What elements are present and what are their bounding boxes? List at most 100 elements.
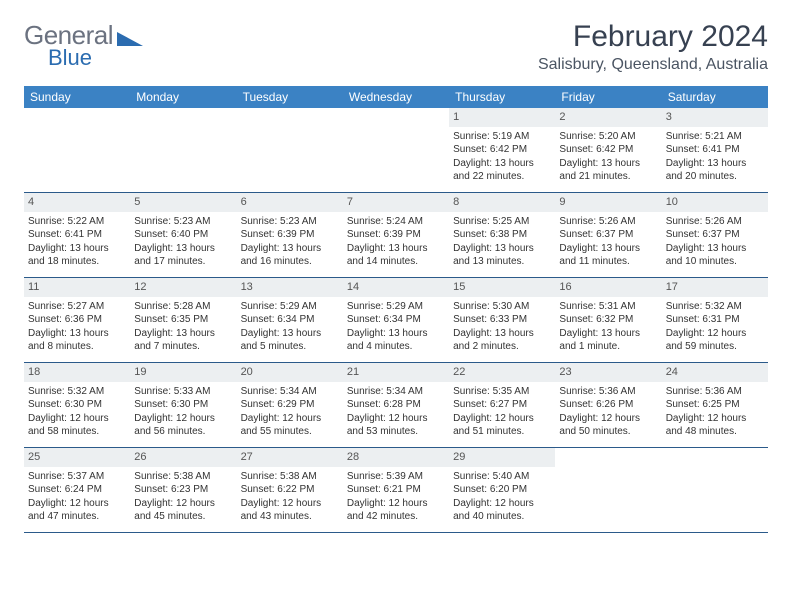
day-number: 22 xyxy=(449,363,555,382)
day-cell: . xyxy=(130,108,236,192)
day-daylight: Daylight: 12 hours and 53 minutes. xyxy=(347,412,445,439)
day-daylight: Daylight: 12 hours and 45 minutes. xyxy=(134,497,232,524)
day-number: 17 xyxy=(662,278,768,297)
month-title: February 2024 xyxy=(538,20,768,54)
day-cell: 1Sunrise: 5:19 AMSunset: 6:42 PMDaylight… xyxy=(449,108,555,192)
day-sunrise: Sunrise: 5:38 AM xyxy=(134,470,232,484)
day-sunrise: Sunrise: 5:28 AM xyxy=(134,300,232,314)
day-daylight: Daylight: 12 hours and 48 minutes. xyxy=(666,412,764,439)
day-sunrise: Sunrise: 5:27 AM xyxy=(28,300,126,314)
day-cell: 9Sunrise: 5:26 AMSunset: 6:37 PMDaylight… xyxy=(555,193,661,277)
day-cell: 15Sunrise: 5:30 AMSunset: 6:33 PMDayligh… xyxy=(449,278,555,362)
day-sunrise: Sunrise: 5:19 AM xyxy=(453,130,551,144)
day-daylight: Daylight: 12 hours and 51 minutes. xyxy=(453,412,551,439)
day-sunset: Sunset: 6:27 PM xyxy=(453,398,551,412)
day-cell: 27Sunrise: 5:38 AMSunset: 6:22 PMDayligh… xyxy=(237,448,343,532)
day-cell: 20Sunrise: 5:34 AMSunset: 6:29 PMDayligh… xyxy=(237,363,343,447)
day-sunrise: Sunrise: 5:32 AM xyxy=(28,385,126,399)
day-number: 14 xyxy=(343,278,449,297)
day-daylight: Daylight: 13 hours and 17 minutes. xyxy=(134,242,232,269)
day-sunrise: Sunrise: 5:38 AM xyxy=(241,470,339,484)
day-number: 23 xyxy=(555,363,661,382)
day-number: 10 xyxy=(662,193,768,212)
day-daylight: Daylight: 13 hours and 14 minutes. xyxy=(347,242,445,269)
day-cell: 6Sunrise: 5:23 AMSunset: 6:39 PMDaylight… xyxy=(237,193,343,277)
day-daylight: Daylight: 12 hours and 56 minutes. xyxy=(134,412,232,439)
day-sunrise: Sunrise: 5:26 AM xyxy=(666,215,764,229)
day-number: 29 xyxy=(449,448,555,467)
day-cell: 26Sunrise: 5:38 AMSunset: 6:23 PMDayligh… xyxy=(130,448,236,532)
day-daylight: Daylight: 12 hours and 55 minutes. xyxy=(241,412,339,439)
dow-friday: Friday xyxy=(555,86,661,108)
day-daylight: Daylight: 13 hours and 4 minutes. xyxy=(347,327,445,354)
day-sunset: Sunset: 6:31 PM xyxy=(666,313,764,327)
day-cell: 12Sunrise: 5:28 AMSunset: 6:35 PMDayligh… xyxy=(130,278,236,362)
day-sunset: Sunset: 6:37 PM xyxy=(666,228,764,242)
day-daylight: Daylight: 13 hours and 16 minutes. xyxy=(241,242,339,269)
day-number: 24 xyxy=(662,363,768,382)
day-sunrise: Sunrise: 5:32 AM xyxy=(666,300,764,314)
day-number: 1 xyxy=(449,108,555,127)
day-daylight: Daylight: 12 hours and 47 minutes. xyxy=(28,497,126,524)
day-sunset: Sunset: 6:26 PM xyxy=(559,398,657,412)
day-sunset: Sunset: 6:36 PM xyxy=(28,313,126,327)
day-cell: 23Sunrise: 5:36 AMSunset: 6:26 PMDayligh… xyxy=(555,363,661,447)
day-sunset: Sunset: 6:34 PM xyxy=(241,313,339,327)
day-cell: 3Sunrise: 5:21 AMSunset: 6:41 PMDaylight… xyxy=(662,108,768,192)
day-sunrise: Sunrise: 5:29 AM xyxy=(347,300,445,314)
dow-tuesday: Tuesday xyxy=(237,86,343,108)
day-cell: 11Sunrise: 5:27 AMSunset: 6:36 PMDayligh… xyxy=(24,278,130,362)
day-sunrise: Sunrise: 5:20 AM xyxy=(559,130,657,144)
day-sunset: Sunset: 6:30 PM xyxy=(28,398,126,412)
day-cell: . xyxy=(662,448,768,532)
day-daylight: Daylight: 13 hours and 22 minutes. xyxy=(453,157,551,184)
logo: General Blue xyxy=(24,20,143,71)
day-daylight: Daylight: 12 hours and 42 minutes. xyxy=(347,497,445,524)
dow-sunday: Sunday xyxy=(24,86,130,108)
day-cell: . xyxy=(343,108,449,192)
day-daylight: Daylight: 13 hours and 7 minutes. xyxy=(134,327,232,354)
day-daylight: Daylight: 13 hours and 5 minutes. xyxy=(241,327,339,354)
day-sunset: Sunset: 6:20 PM xyxy=(453,483,551,497)
day-cell: 22Sunrise: 5:35 AMSunset: 6:27 PMDayligh… xyxy=(449,363,555,447)
day-number: 2 xyxy=(555,108,661,127)
day-sunset: Sunset: 6:39 PM xyxy=(241,228,339,242)
day-sunset: Sunset: 6:42 PM xyxy=(559,143,657,157)
day-daylight: Daylight: 12 hours and 40 minutes. xyxy=(453,497,551,524)
day-number: 9 xyxy=(555,193,661,212)
day-sunrise: Sunrise: 5:40 AM xyxy=(453,470,551,484)
day-sunrise: Sunrise: 5:26 AM xyxy=(559,215,657,229)
day-cell: 24Sunrise: 5:36 AMSunset: 6:25 PMDayligh… xyxy=(662,363,768,447)
day-cell: 14Sunrise: 5:29 AMSunset: 6:34 PMDayligh… xyxy=(343,278,449,362)
day-cell: 5Sunrise: 5:23 AMSunset: 6:40 PMDaylight… xyxy=(130,193,236,277)
day-sunrise: Sunrise: 5:25 AM xyxy=(453,215,551,229)
header: General Blue February 2024 Salisbury, Qu… xyxy=(24,20,768,74)
day-sunset: Sunset: 6:41 PM xyxy=(666,143,764,157)
day-cell: . xyxy=(237,108,343,192)
week-row: ....1Sunrise: 5:19 AMSunset: 6:42 PMDayl… xyxy=(24,108,768,193)
day-cell: 2Sunrise: 5:20 AMSunset: 6:42 PMDaylight… xyxy=(555,108,661,192)
day-sunset: Sunset: 6:35 PM xyxy=(134,313,232,327)
day-sunrise: Sunrise: 5:22 AM xyxy=(28,215,126,229)
day-sunrise: Sunrise: 5:36 AM xyxy=(666,385,764,399)
day-sunrise: Sunrise: 5:24 AM xyxy=(347,215,445,229)
dow-saturday: Saturday xyxy=(662,86,768,108)
day-sunrise: Sunrise: 5:29 AM xyxy=(241,300,339,314)
day-sunrise: Sunrise: 5:31 AM xyxy=(559,300,657,314)
week-row: 11Sunrise: 5:27 AMSunset: 6:36 PMDayligh… xyxy=(24,278,768,363)
day-number: 19 xyxy=(130,363,236,382)
week-row: 25Sunrise: 5:37 AMSunset: 6:24 PMDayligh… xyxy=(24,448,768,533)
day-sunset: Sunset: 6:33 PM xyxy=(453,313,551,327)
calendar: Sunday Monday Tuesday Wednesday Thursday… xyxy=(24,86,768,533)
day-daylight: Daylight: 12 hours and 58 minutes. xyxy=(28,412,126,439)
day-daylight: Daylight: 13 hours and 2 minutes. xyxy=(453,327,551,354)
day-sunset: Sunset: 6:24 PM xyxy=(28,483,126,497)
day-cell: 21Sunrise: 5:34 AMSunset: 6:28 PMDayligh… xyxy=(343,363,449,447)
day-cell: . xyxy=(555,448,661,532)
day-number: 27 xyxy=(237,448,343,467)
day-number: 4 xyxy=(24,193,130,212)
day-cell: . xyxy=(24,108,130,192)
day-sunset: Sunset: 6:40 PM xyxy=(134,228,232,242)
day-number: 26 xyxy=(130,448,236,467)
day-sunset: Sunset: 6:29 PM xyxy=(241,398,339,412)
